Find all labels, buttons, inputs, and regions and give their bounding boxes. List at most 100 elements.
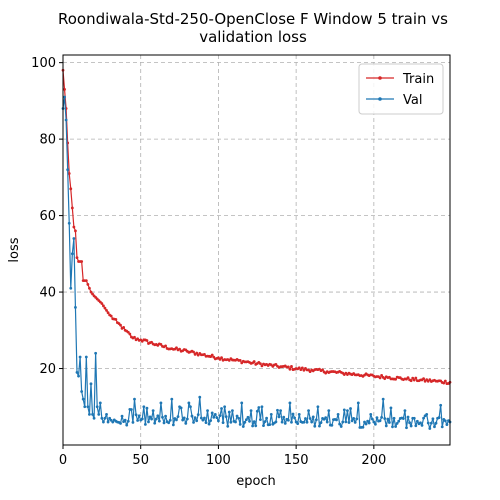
val-point bbox=[302, 420, 306, 424]
val-point bbox=[274, 420, 278, 424]
train-point bbox=[126, 330, 130, 334]
val-point bbox=[389, 406, 393, 410]
train-point bbox=[63, 88, 66, 91]
val-point bbox=[221, 421, 225, 425]
val-point bbox=[198, 395, 202, 399]
val-point bbox=[63, 95, 66, 99]
val-point bbox=[370, 417, 374, 421]
val-point bbox=[350, 419, 354, 423]
val-point bbox=[255, 409, 259, 413]
val-point bbox=[167, 421, 171, 425]
train-point bbox=[260, 364, 264, 368]
val-point bbox=[123, 418, 127, 422]
val-point bbox=[98, 401, 102, 405]
val-point bbox=[190, 414, 194, 418]
val-point bbox=[103, 416, 107, 420]
val-point bbox=[342, 408, 346, 412]
val-point bbox=[196, 413, 200, 417]
train-point bbox=[378, 376, 382, 380]
val-point bbox=[111, 420, 115, 424]
val-point bbox=[415, 419, 419, 423]
train-point bbox=[238, 358, 242, 362]
y-tick-label: 100 bbox=[31, 56, 56, 71]
train-point bbox=[192, 350, 195, 354]
train-point bbox=[394, 377, 397, 381]
val-point bbox=[159, 401, 163, 405]
val-point bbox=[428, 427, 432, 430]
val-point bbox=[440, 425, 444, 429]
val-point bbox=[84, 355, 88, 359]
val-point bbox=[234, 420, 237, 424]
val-point bbox=[102, 420, 105, 424]
val-point bbox=[148, 415, 152, 419]
val-point bbox=[229, 420, 233, 424]
val-point bbox=[209, 419, 213, 422]
val-point bbox=[91, 413, 94, 416]
train-point bbox=[178, 347, 181, 351]
val-point bbox=[88, 413, 91, 416]
val-point bbox=[75, 370, 79, 374]
val-point bbox=[288, 401, 292, 405]
val-point bbox=[276, 408, 279, 412]
val-point bbox=[181, 418, 185, 422]
val-point bbox=[367, 421, 371, 425]
x-tick-label: 0 bbox=[59, 453, 67, 468]
val-point bbox=[386, 417, 390, 421]
val-point bbox=[397, 419, 401, 423]
val-point bbox=[352, 416, 356, 420]
val-point bbox=[140, 417, 144, 421]
val-point bbox=[251, 424, 255, 428]
train-point bbox=[119, 323, 122, 327]
y-tick-label: 40 bbox=[39, 286, 56, 301]
train-point bbox=[100, 302, 104, 305]
train-point bbox=[406, 376, 410, 380]
val-point bbox=[425, 413, 429, 416]
val-point bbox=[231, 409, 234, 412]
val-point bbox=[156, 414, 160, 418]
val-point bbox=[245, 418, 248, 422]
val-point bbox=[66, 168, 70, 172]
val-point bbox=[78, 355, 82, 359]
val-point bbox=[201, 418, 205, 422]
val-point bbox=[241, 425, 245, 428]
val-point bbox=[248, 419, 251, 423]
train-point bbox=[80, 260, 84, 263]
val-point bbox=[217, 419, 220, 423]
val-point bbox=[372, 420, 376, 424]
val-point bbox=[249, 409, 253, 412]
val-point bbox=[143, 422, 147, 426]
train-point bbox=[89, 290, 93, 294]
val-point bbox=[89, 382, 93, 386]
x-axis-label: epoch bbox=[236, 474, 276, 489]
val-point bbox=[434, 421, 438, 425]
train-point bbox=[286, 365, 290, 369]
val-point bbox=[305, 420, 309, 424]
val-point bbox=[204, 421, 208, 425]
val-point bbox=[269, 413, 273, 416]
val-point bbox=[439, 403, 443, 407]
val-point bbox=[387, 421, 391, 424]
chart-title-line-1: Roondiwala-Std-250-OpenClose F Window 5 … bbox=[58, 10, 448, 28]
val-point bbox=[207, 422, 211, 426]
val-point bbox=[336, 413, 340, 416]
val-point bbox=[419, 421, 422, 425]
train-point bbox=[70, 206, 74, 210]
val-point bbox=[157, 419, 161, 423]
val-point bbox=[406, 415, 410, 419]
val-point bbox=[74, 305, 77, 309]
val-point bbox=[67, 221, 71, 225]
val-point bbox=[108, 416, 112, 420]
val-point bbox=[193, 416, 197, 420]
val-point bbox=[64, 118, 68, 122]
val-point bbox=[420, 423, 424, 427]
train-point bbox=[72, 225, 76, 229]
val-point bbox=[355, 417, 359, 421]
val-point bbox=[381, 397, 385, 401]
val-point bbox=[80, 390, 84, 393]
val-point bbox=[131, 421, 135, 424]
train-point bbox=[109, 314, 113, 318]
val-point bbox=[100, 416, 104, 420]
val-point bbox=[341, 420, 345, 424]
val-point bbox=[252, 420, 256, 424]
